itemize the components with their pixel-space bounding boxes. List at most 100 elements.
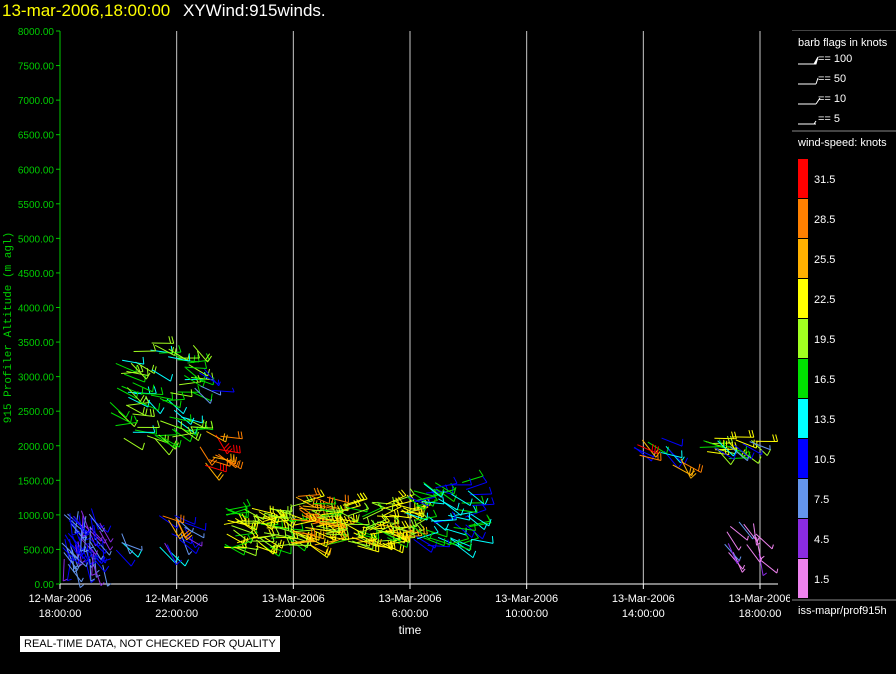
data-quality-note: REAL-TIME DATA, NOT CHECKED FOR QUALITY	[20, 636, 280, 652]
wind-barb	[83, 529, 89, 553]
wind-barb	[169, 414, 192, 423]
wind-barb	[231, 525, 254, 534]
wind-barb	[309, 544, 332, 556]
wind-barb	[172, 426, 195, 438]
wind-barb	[227, 517, 250, 527]
wind-barb	[453, 523, 476, 531]
wind-barb	[199, 446, 218, 466]
speed-legend-swatch	[798, 159, 808, 198]
wind-barb	[406, 496, 428, 511]
wind-barb	[443, 501, 465, 516]
wind-barb	[449, 542, 472, 551]
wind-barb	[717, 440, 738, 457]
wind-barb	[133, 343, 157, 352]
wind-barb	[268, 510, 291, 519]
speed-legend-swatch	[798, 279, 808, 318]
wind-barb	[159, 397, 182, 409]
wind-barb	[158, 515, 181, 529]
speed-legend-label: 13.5	[814, 414, 835, 426]
speed-legend-swatch	[798, 319, 808, 358]
wind-barb	[264, 529, 287, 538]
wind-barb	[126, 395, 150, 406]
wind-barb	[372, 527, 394, 536]
x-tick-time: 18:00:00	[39, 608, 82, 620]
chart-title: XYWind:915winds.	[182, 1, 326, 20]
x-tick-date: 13-Mar-2006	[612, 593, 675, 605]
x-tick-time: 6:00:00	[392, 608, 429, 620]
wind-barb	[423, 483, 445, 498]
wind-barb	[347, 517, 370, 526]
wind-barb	[184, 528, 201, 549]
wind-barb	[403, 507, 425, 518]
barb-legend-label: == 10	[818, 93, 846, 105]
wind-barb	[121, 533, 134, 555]
wind-barb	[62, 547, 81, 564]
wind-barb	[177, 385, 201, 393]
wind-barb	[465, 524, 486, 540]
wind-barb	[738, 521, 756, 540]
barb-legend-label: == 5	[818, 113, 840, 125]
wind-barb	[251, 505, 274, 515]
wind-barb	[347, 502, 370, 517]
wind-barb	[326, 494, 349, 504]
wind-barb	[749, 441, 771, 451]
y-tick-label: 3000.00	[18, 373, 55, 384]
speed-legend-swatch	[798, 199, 808, 238]
wind-barb	[255, 544, 278, 554]
wind-barb	[125, 404, 148, 417]
barb-legend-symbol	[798, 77, 819, 85]
wind-barb	[326, 530, 348, 546]
wind-barb	[185, 417, 208, 429]
wind-barb	[381, 496, 403, 510]
wind-barb	[190, 391, 213, 402]
wind-barb	[647, 441, 670, 455]
wind-barb	[294, 513, 317, 526]
wind-barb	[472, 497, 495, 506]
speed-legend-label: 16.5	[814, 374, 835, 386]
barb-legend-symbol	[798, 56, 819, 65]
wind-barb	[168, 550, 189, 567]
wind-barb	[177, 350, 200, 359]
wind-barb	[438, 498, 460, 511]
wind-barb	[449, 477, 473, 486]
speed-legend-label: 25.5	[814, 254, 835, 266]
speed-legend-swatch	[798, 559, 808, 598]
speed-legend-label: 31.5	[814, 174, 835, 186]
wind-barb	[230, 534, 253, 549]
wind-barb	[154, 427, 178, 437]
wind-barb	[223, 513, 246, 525]
wind-barb	[365, 513, 387, 529]
wind-barb	[115, 549, 136, 567]
wind-barb	[680, 458, 697, 479]
wind-barb	[94, 538, 112, 556]
wind-barb	[226, 502, 248, 516]
wind-barb	[730, 446, 750, 462]
x-tick-date: 13-Mar-2006	[495, 593, 558, 605]
wind-barb	[166, 398, 188, 415]
x-tick-date: 12-Mar-2006	[145, 593, 208, 605]
wind-barb	[293, 527, 316, 536]
wind-barb	[742, 443, 763, 455]
wind-barb	[454, 523, 476, 538]
wind-barb	[385, 529, 408, 541]
wind-barb	[455, 505, 478, 513]
wind-barb	[166, 544, 183, 566]
wind-barb	[435, 488, 457, 502]
x-tick-time: 14:00:00	[622, 608, 665, 620]
x-tick-time: 10:00:00	[505, 608, 548, 620]
wind-barb	[714, 447, 737, 460]
speed-legend-swatch	[798, 519, 808, 558]
barb-legend-label: == 50	[818, 73, 846, 85]
wind-barb	[385, 489, 407, 505]
wind-barb	[346, 492, 368, 507]
wind-barb	[660, 450, 683, 459]
wind-barb	[93, 564, 105, 586]
y-tick-label: 7500.00	[18, 62, 55, 73]
wind-barb	[184, 361, 208, 369]
y-tick-label: 6000.00	[18, 165, 55, 176]
wind-barb	[430, 513, 454, 522]
wind-barb	[99, 530, 114, 551]
wind-barb	[208, 458, 231, 467]
wind-barb	[140, 387, 164, 395]
barb-legend-symbol	[798, 120, 817, 125]
